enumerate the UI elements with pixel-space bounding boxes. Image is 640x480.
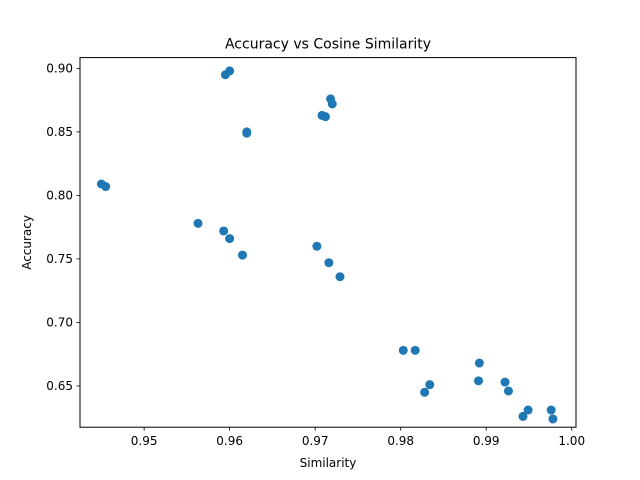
data-point xyxy=(193,218,203,228)
data-point xyxy=(500,377,510,387)
data-point xyxy=(410,345,420,355)
plot-frame xyxy=(79,57,577,428)
data-points xyxy=(96,66,558,424)
data-point xyxy=(237,250,247,260)
chart-title: Accuracy vs Cosine Similarity xyxy=(225,37,431,53)
y-tick-label: 0.85 xyxy=(46,125,73,139)
x-tick-label: 0.95 xyxy=(131,434,158,448)
data-point xyxy=(523,405,533,415)
x-axis-ticks: 0.95 0.96 0.97 0.98 0.99 1.00 xyxy=(131,427,585,448)
y-tick-label: 0.80 xyxy=(46,189,73,203)
data-point xyxy=(335,272,345,282)
x-tick-label: 0.97 xyxy=(302,434,329,448)
data-point xyxy=(425,380,435,390)
data-point xyxy=(474,358,484,368)
data-point xyxy=(242,128,252,138)
data-point xyxy=(225,66,235,76)
data-point xyxy=(548,414,558,424)
data-point xyxy=(312,241,322,251)
y-tick-label: 0.70 xyxy=(46,316,73,330)
y-tick-label: 0.90 xyxy=(46,62,73,76)
data-point xyxy=(503,386,513,396)
x-tick-label: 0.96 xyxy=(216,434,243,448)
x-tick-label: 0.98 xyxy=(387,434,414,448)
data-point xyxy=(474,376,484,386)
y-tick-label: 0.65 xyxy=(46,379,73,393)
x-tick-label: 0.99 xyxy=(473,434,500,448)
data-point xyxy=(546,405,556,415)
data-point xyxy=(101,182,111,192)
y-tick-label: 0.75 xyxy=(46,252,73,266)
data-point xyxy=(320,112,330,122)
data-point xyxy=(219,226,229,236)
data-point xyxy=(518,411,528,421)
x-tick-label: 1.00 xyxy=(558,434,585,448)
y-axis-label: Accuracy xyxy=(20,215,34,270)
data-point xyxy=(327,99,337,109)
data-point xyxy=(324,258,334,268)
y-axis-ticks: 0.65 0.70 0.75 0.80 0.85 0.90 xyxy=(46,62,80,393)
data-point xyxy=(398,345,408,355)
data-point xyxy=(225,234,235,244)
x-axis-label: Similarity xyxy=(300,456,357,470)
data-point xyxy=(420,387,430,397)
